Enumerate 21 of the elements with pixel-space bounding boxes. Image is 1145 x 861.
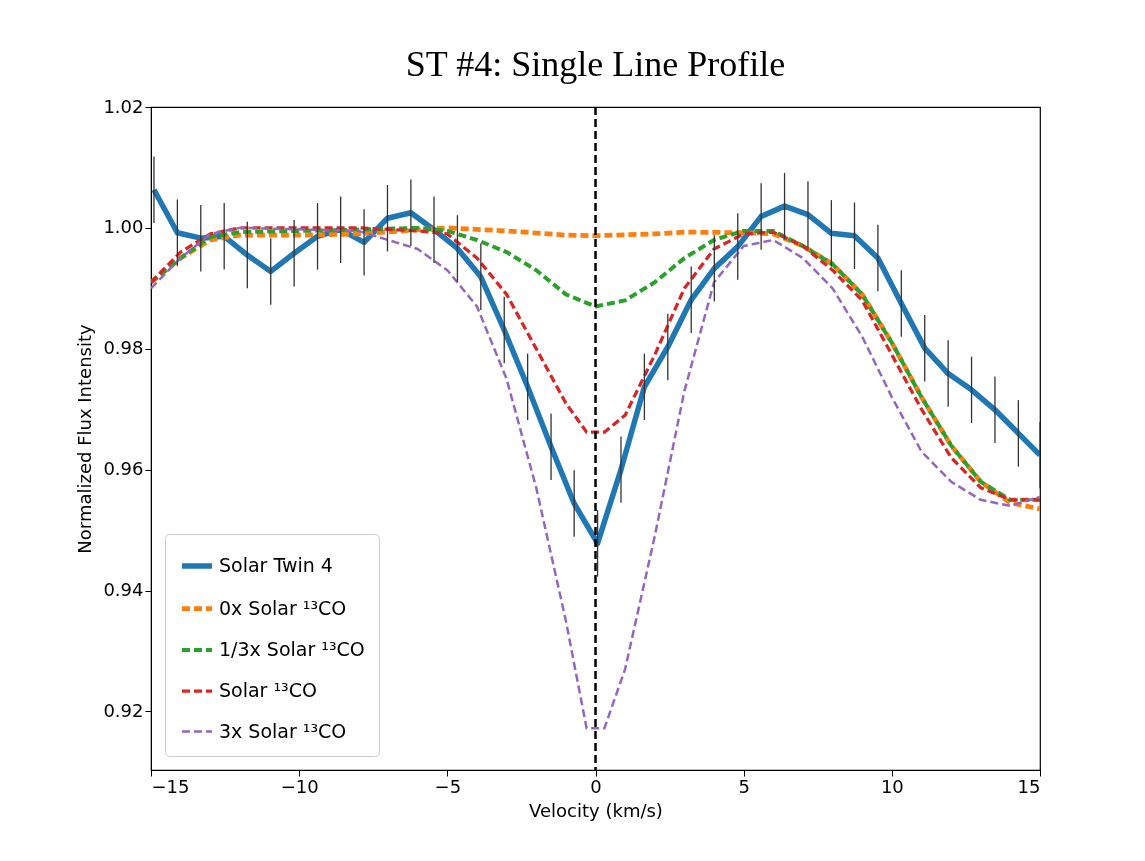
- y-tick-label: 0.98: [103, 337, 144, 359]
- x-tick-label: 10: [880, 775, 904, 797]
- y-tick-label: 0.96: [103, 458, 144, 480]
- x-tick-label: −5: [434, 775, 462, 797]
- x-tick-label: 15: [1017, 775, 1041, 797]
- y-axis-title: Normalized Flux Intensity: [74, 324, 96, 554]
- y-tick-label: 0.94: [103, 579, 144, 600]
- y-tick-label: 0.92: [103, 699, 144, 721]
- x-tick-label: −15: [151, 775, 190, 797]
- legend-label: 0x Solar ¹³CO: [219, 596, 347, 619]
- legend-label: Solar Twin 4: [219, 554, 333, 576]
- legend-label: 1/3x Solar ¹³CO: [219, 638, 365, 660]
- y-tick-label: 1.02: [103, 95, 144, 117]
- x-tick-label: 5: [738, 775, 750, 797]
- chart-title: ST #4: Single Line Profile: [405, 44, 786, 84]
- x-tick-label: 0: [590, 775, 602, 797]
- x-tick-label: −10: [280, 775, 319, 797]
- y-tick-label: 1.00: [103, 216, 144, 238]
- legend-label: 3x Solar ¹³CO: [219, 719, 347, 742]
- legend-label: Solar ¹³CO: [219, 679, 317, 701]
- x-axis-title: Velocity (km/s): [529, 799, 663, 821]
